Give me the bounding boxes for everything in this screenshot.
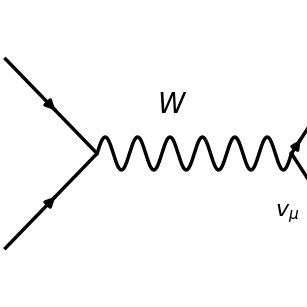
Text: $v_{\mu}$: $v_{\mu}$: [275, 202, 299, 225]
Text: $W$: $W$: [157, 92, 187, 119]
